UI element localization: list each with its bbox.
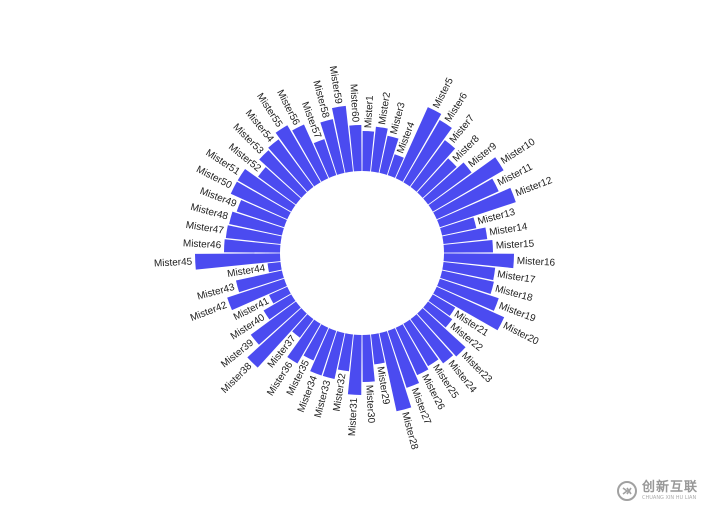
bar-mister34 [310, 328, 337, 376]
bar-label: Mister2 [377, 91, 393, 126]
bar-label: Mister46 [183, 238, 222, 251]
bar-mister22 [423, 301, 453, 328]
bar-mister4 [387, 154, 404, 178]
bars-group [195, 105, 516, 412]
bar-mister37 [292, 314, 314, 338]
bar-mister29 [370, 333, 385, 365]
bar-mister6 [403, 120, 452, 187]
bar-mister60 [349, 125, 362, 172]
bar-mister52 [258, 167, 301, 205]
bar-mister53 [259, 150, 307, 198]
bar-mister42 [227, 278, 287, 311]
bar-mister43 [235, 270, 284, 293]
bar-mister32 [337, 333, 354, 372]
bar-label: Mister31 [347, 397, 360, 436]
bar-mister54 [268, 139, 314, 192]
bar-mister2 [370, 126, 388, 173]
bar-mister44 [267, 261, 282, 273]
bar-mister45 [195, 253, 281, 270]
bar-mister59 [331, 105, 354, 173]
bar-label: Mister16 [516, 256, 555, 269]
bar-mister11 [433, 178, 499, 220]
bar-mister20 [433, 286, 505, 331]
bar-mister26 [395, 324, 429, 376]
bar-mister38 [247, 308, 307, 368]
bar-mister36 [287, 319, 321, 364]
bar-mister47 [225, 225, 282, 245]
bar-mister15 [443, 239, 493, 253]
bar-mister7 [410, 140, 456, 192]
bar-mister39 [250, 301, 301, 345]
bar-label: Mister10 [499, 136, 538, 166]
bar-mister35 [303, 324, 329, 361]
bar-mister10 [428, 157, 504, 212]
bar-mister14 [442, 227, 488, 245]
bar-mister50 [230, 181, 291, 220]
bar-label: Mister20 [501, 320, 541, 347]
bar-mister57 [313, 139, 337, 178]
bar-mister51 [237, 168, 296, 212]
bar-mister5 [395, 107, 442, 182]
bar-mister19 [437, 278, 499, 311]
bar-mister56 [292, 124, 329, 182]
bar-label: Mister59 [327, 65, 344, 105]
bar-mister33 [322, 331, 345, 380]
bar-mister1 [362, 131, 375, 172]
bar-mister40 [263, 294, 296, 320]
bar-label: Mister17 [496, 269, 536, 286]
bar-label: Mister42 [189, 300, 229, 324]
bar-mister3 [379, 135, 399, 175]
bar-mister58 [320, 119, 345, 175]
bar-label: Mister15 [496, 239, 535, 252]
bar-label: Mister30 [363, 385, 376, 424]
bar-mister9 [423, 162, 472, 205]
watermark: 创新互联 CHUANG XIN HU LIAN [616, 480, 698, 502]
bar-mister46 [224, 239, 281, 253]
bar-mister17 [442, 261, 496, 281]
bar-mister13 [440, 217, 477, 236]
bar-mister8 [417, 158, 457, 198]
bar-label: Mister45 [154, 257, 193, 270]
bar-label: Mister60 [348, 84, 361, 123]
bar-label: Mister18 [494, 284, 534, 305]
bar-mister18 [440, 270, 494, 295]
bar-mister23 [417, 308, 466, 357]
watermark-text: 创新互联 [641, 480, 698, 495]
bar-mister55 [275, 125, 321, 187]
cx-logo-icon [616, 481, 637, 501]
bar-mister49 [236, 199, 287, 228]
bar-mister24 [410, 314, 454, 364]
bar-mister31 [347, 334, 362, 395]
bar-mister16 [443, 253, 514, 269]
bar-mister30 [362, 334, 375, 382]
bar-mister27 [387, 328, 420, 388]
bar-mister12 [437, 187, 516, 228]
bar-label: Mister14 [489, 221, 529, 238]
bar-label: Mister1 [363, 95, 376, 129]
bar-mister28 [379, 331, 412, 412]
bar-label: Mister47 [185, 220, 225, 237]
bar-mister21 [428, 294, 456, 317]
bar-mister25 [403, 319, 439, 367]
bar-mister41 [269, 286, 291, 304]
bar-label: Mister28 [399, 411, 420, 451]
watermark-subtext: CHUANG XIN HU LIAN [641, 495, 697, 501]
bar-mister48 [229, 211, 284, 236]
bar-label: Mister19 [497, 301, 537, 325]
